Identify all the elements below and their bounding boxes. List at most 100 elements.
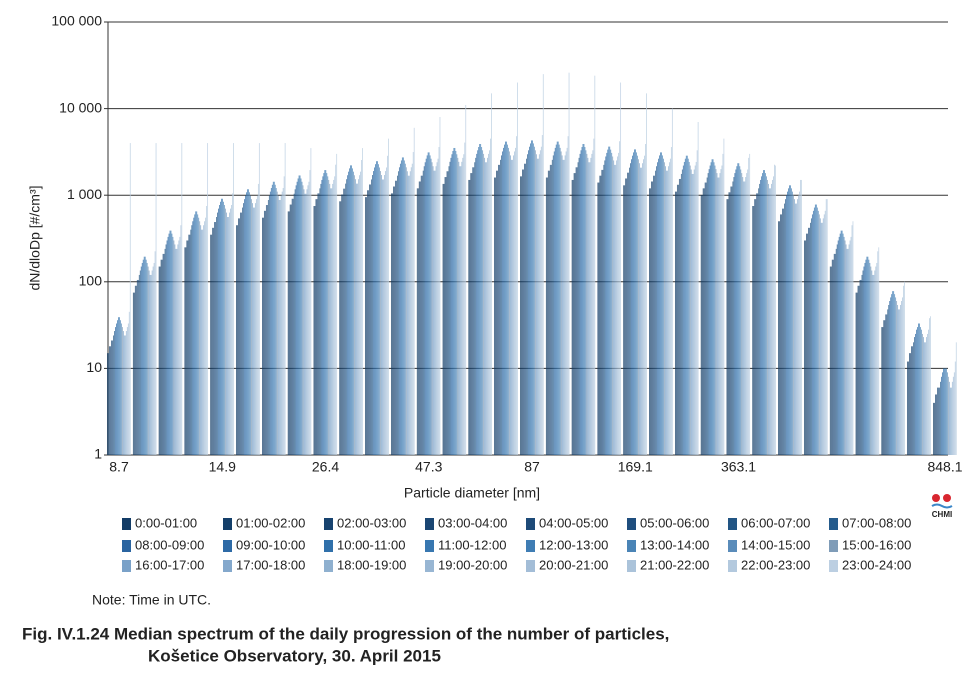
bar	[706, 177, 708, 456]
bar	[729, 192, 731, 456]
bar	[169, 230, 171, 455]
bar	[780, 214, 781, 455]
bar	[895, 297, 897, 455]
bar	[737, 163, 739, 456]
bar	[630, 163, 631, 456]
bar	[112, 340, 113, 455]
legend-label: 0:00-01:00	[135, 515, 197, 530]
bar	[417, 188, 419, 456]
bar	[537, 158, 539, 456]
bar	[382, 179, 383, 456]
bar	[860, 279, 862, 455]
bar	[825, 199, 827, 455]
bar	[391, 193, 392, 456]
x-tick-label: 26.4	[312, 459, 339, 475]
bar	[380, 171, 381, 455]
bar	[913, 342, 914, 455]
bar	[867, 256, 869, 455]
bar	[812, 210, 814, 455]
bar	[229, 212, 230, 455]
bar	[539, 150, 541, 455]
bar	[872, 274, 874, 455]
bar	[439, 116, 441, 456]
bar	[179, 236, 181, 455]
bar	[191, 225, 193, 455]
bar	[198, 217, 200, 455]
bar	[601, 169, 603, 455]
bar	[152, 266, 154, 455]
bar	[929, 318, 930, 455]
bar	[654, 175, 655, 455]
bar	[787, 191, 788, 455]
bar	[743, 181, 745, 455]
bar	[376, 161, 377, 455]
bar	[489, 150, 490, 455]
bar	[166, 240, 168, 455]
bar	[154, 251, 156, 455]
bar	[863, 266, 865, 455]
bar	[490, 138, 491, 456]
bar	[563, 159, 565, 455]
bar	[321, 179, 323, 455]
bar	[882, 327, 884, 455]
bar	[360, 171, 361, 456]
bar	[262, 217, 264, 455]
bar	[129, 143, 131, 456]
bar	[734, 173, 736, 456]
bar	[899, 309, 900, 455]
bar	[845, 244, 847, 455]
bar	[617, 156, 619, 455]
bar	[700, 195, 702, 455]
legend-swatch	[324, 518, 333, 530]
bar	[499, 164, 500, 455]
legend-swatch	[425, 540, 434, 552]
bar	[627, 172, 629, 456]
bar	[904, 281, 905, 455]
bar	[530, 143, 531, 456]
bar	[527, 154, 528, 456]
bar	[766, 176, 767, 455]
bar	[116, 323, 117, 455]
bar	[635, 149, 636, 455]
bar	[272, 181, 274, 455]
bar	[178, 240, 180, 455]
bar	[799, 191, 800, 455]
bar	[789, 185, 790, 455]
bar	[168, 233, 170, 455]
bar	[498, 164, 499, 455]
bar	[378, 164, 379, 456]
bar	[355, 179, 356, 455]
bar	[843, 236, 845, 455]
bar	[935, 394, 936, 455]
bar	[691, 173, 693, 455]
bar	[597, 182, 599, 455]
bar	[400, 160, 402, 455]
bar	[663, 158, 664, 456]
bar	[538, 154, 540, 456]
bar	[358, 179, 359, 455]
bar	[143, 256, 145, 455]
bar	[474, 162, 476, 455]
bar	[623, 185, 625, 455]
bar	[427, 152, 429, 455]
bar	[822, 218, 824, 455]
bar	[754, 199, 756, 455]
bar	[836, 244, 838, 455]
bar	[238, 218, 239, 455]
bar	[841, 230, 843, 455]
bar	[160, 259, 162, 455]
bar	[469, 179, 471, 455]
bar	[618, 152, 620, 455]
bar	[529, 146, 530, 455]
bar	[548, 170, 550, 455]
legend-label: 20:00-21:00	[539, 557, 608, 572]
bar	[553, 151, 555, 455]
bar	[582, 144, 584, 456]
legend-swatch	[829, 518, 838, 530]
bar	[876, 262, 878, 455]
bar	[206, 206, 208, 455]
bar	[327, 176, 329, 455]
bar	[740, 169, 742, 455]
bar	[401, 157, 403, 455]
bar	[399, 163, 401, 456]
